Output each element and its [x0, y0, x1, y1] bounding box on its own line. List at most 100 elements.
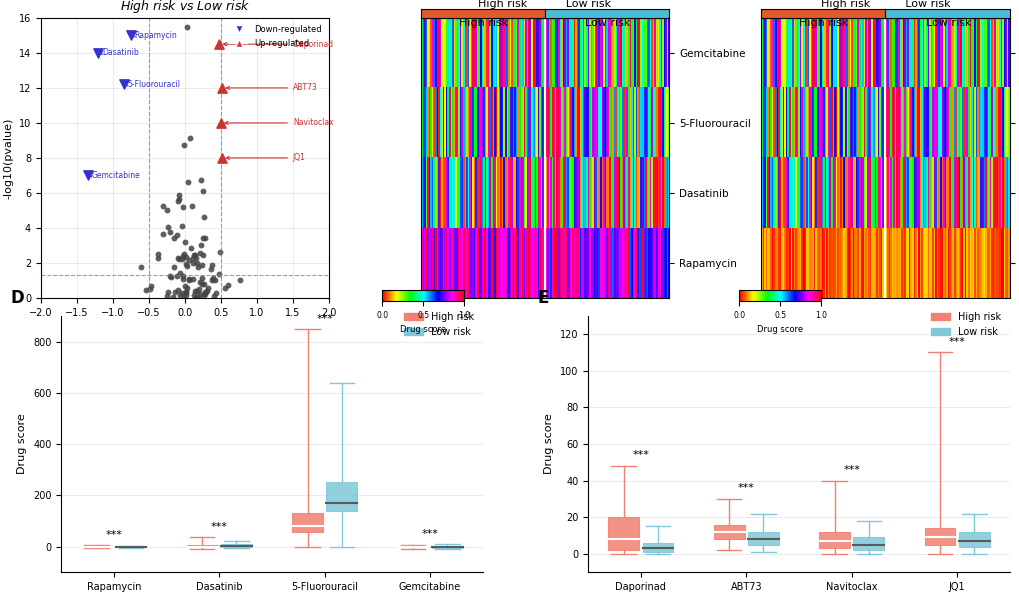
Point	[212, 247, 228, 256]
Point	[213, 118, 229, 128]
Point	[181, 275, 198, 284]
Point	[205, 291, 221, 301]
Point	[194, 273, 210, 283]
Point	[180, 256, 197, 265]
FancyBboxPatch shape	[923, 528, 955, 545]
Point	[193, 175, 209, 184]
FancyBboxPatch shape	[853, 538, 883, 550]
Title: High risk          Low risk: High risk Low risk	[819, 0, 950, 9]
Point	[205, 273, 221, 283]
Point	[176, 140, 193, 150]
Point	[161, 228, 177, 237]
Point	[160, 222, 176, 232]
Point	[193, 240, 209, 250]
Point	[170, 253, 186, 263]
Point	[195, 251, 211, 260]
Point	[170, 197, 186, 206]
Point	[178, 22, 195, 32]
Point	[181, 134, 198, 143]
Point	[122, 30, 139, 40]
FancyBboxPatch shape	[186, 545, 217, 547]
Point	[179, 261, 196, 271]
FancyBboxPatch shape	[607, 517, 639, 550]
Point	[171, 254, 187, 263]
FancyBboxPatch shape	[818, 532, 849, 548]
FancyBboxPatch shape	[291, 513, 323, 532]
Text: Gemcitabine: Gemcitabine	[89, 171, 140, 180]
Point	[175, 293, 192, 302]
Text: ***: ***	[948, 337, 965, 347]
FancyBboxPatch shape	[82, 546, 112, 547]
Point	[183, 201, 200, 210]
Text: ABT73: ABT73	[226, 83, 317, 92]
Point	[192, 278, 208, 287]
Point	[175, 274, 192, 284]
Point	[163, 272, 179, 282]
Point	[160, 287, 176, 296]
Point	[165, 234, 181, 243]
Point	[176, 238, 193, 247]
Text: Dasatinib: Dasatinib	[99, 48, 139, 57]
Point	[207, 275, 223, 285]
Point	[200, 284, 216, 293]
Point	[191, 263, 207, 272]
Point	[191, 292, 207, 302]
Point	[196, 290, 212, 300]
Point	[171, 268, 187, 278]
Y-axis label: Drug score: Drug score	[544, 414, 554, 474]
FancyBboxPatch shape	[958, 532, 988, 547]
Y-axis label: -log10(pvalue): -log10(pvalue)	[3, 117, 13, 198]
X-axis label: Drug score: Drug score	[399, 325, 446, 334]
Point	[173, 222, 190, 231]
Point	[138, 285, 154, 294]
Legend: High risk, Low risk: High risk, Low risk	[926, 308, 1004, 340]
Point	[191, 284, 207, 294]
Point	[232, 275, 249, 285]
Text: JQ1: JQ1	[226, 153, 306, 163]
Point	[192, 289, 208, 299]
Point	[180, 276, 197, 285]
Point	[154, 229, 170, 238]
Title: High risk           Low risk: High risk Low risk	[478, 0, 611, 9]
Text: High risk: High risk	[799, 18, 848, 28]
Point	[175, 249, 192, 259]
Text: ***: ***	[843, 465, 859, 475]
Point	[177, 281, 194, 290]
Text: Navitoclax: Navitoclax	[224, 119, 333, 128]
FancyBboxPatch shape	[431, 547, 463, 548]
Point	[187, 291, 204, 301]
Point	[170, 285, 186, 294]
X-axis label: Drug score: Drug score	[756, 325, 803, 334]
Point	[178, 287, 195, 297]
Point	[142, 284, 158, 294]
Text: High risk: High risk	[459, 18, 507, 28]
Point	[185, 253, 202, 263]
Point	[115, 80, 131, 89]
Point	[178, 290, 195, 300]
FancyBboxPatch shape	[713, 524, 744, 539]
Point	[179, 178, 196, 187]
Text: Daporinad: Daporinad	[223, 40, 332, 49]
FancyBboxPatch shape	[747, 532, 779, 545]
Text: ***: ***	[211, 522, 227, 532]
Text: ***: ***	[632, 451, 649, 461]
Point	[165, 292, 181, 302]
Point	[155, 201, 171, 210]
Point	[159, 291, 175, 300]
Point	[195, 234, 211, 243]
Point	[214, 153, 230, 163]
FancyBboxPatch shape	[397, 546, 428, 547]
Point	[79, 170, 96, 180]
Point	[143, 281, 159, 291]
Point	[173, 288, 190, 297]
Point	[197, 233, 213, 243]
Point	[150, 250, 166, 259]
Point	[195, 186, 211, 195]
Point	[169, 230, 185, 240]
Point	[184, 258, 201, 268]
Text: Low risk: Low risk	[585, 18, 630, 28]
Point	[197, 287, 213, 297]
Point	[194, 260, 210, 270]
Text: E: E	[537, 289, 548, 307]
Point	[173, 254, 190, 264]
